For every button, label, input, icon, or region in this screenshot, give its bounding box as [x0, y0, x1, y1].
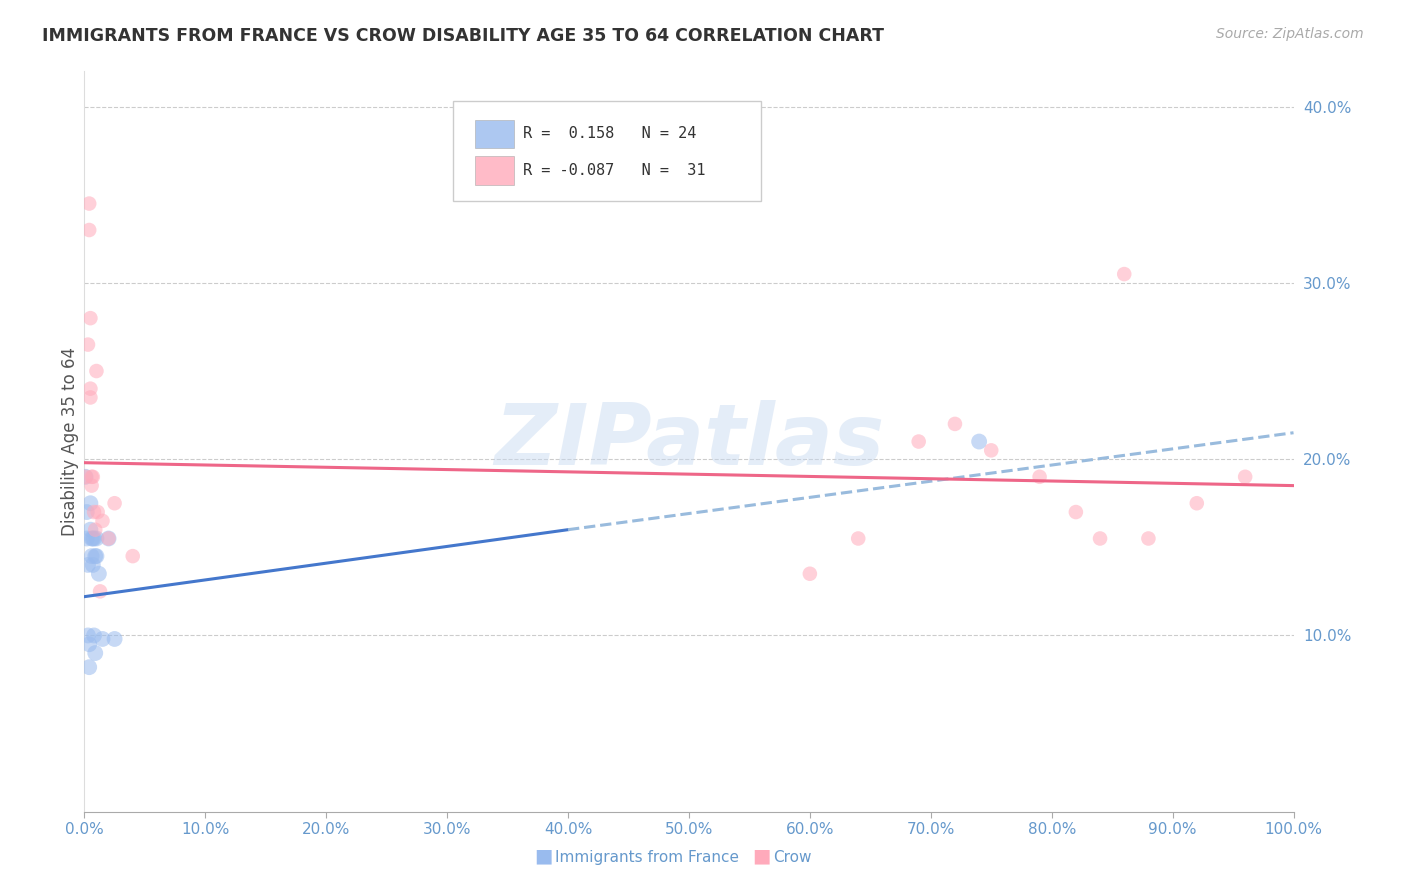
Point [83, 505, 105, 519]
Point [86, 549, 108, 563]
Point [77, 660, 100, 674]
Point [77, 223, 100, 237]
Point [86, 505, 108, 519]
Point [75, 470, 97, 484]
Point [77, 558, 100, 572]
Point [76, 505, 98, 519]
Text: Immigrants from France: Immigrants from France [555, 850, 740, 865]
Point [82, 558, 104, 572]
FancyBboxPatch shape [453, 101, 762, 201]
Point [79, 391, 101, 405]
Point [76, 532, 98, 546]
Point [82, 532, 104, 546]
Point [1185, 496, 1208, 510]
Point [967, 434, 990, 449]
Point [83, 532, 105, 546]
Point [84, 523, 107, 537]
Text: Crow: Crow [773, 850, 811, 865]
Text: R = -0.087   N =  31: R = -0.087 N = 31 [523, 163, 706, 178]
Point [104, 496, 127, 510]
Point [82, 470, 104, 484]
FancyBboxPatch shape [475, 156, 513, 185]
Point [80, 549, 103, 563]
Point [84, 549, 107, 563]
FancyBboxPatch shape [475, 120, 513, 148]
Text: ■: ■ [534, 847, 553, 865]
Y-axis label: Disability Age 35 to 64: Disability Age 35 to 64 [62, 347, 80, 536]
Point [80, 532, 103, 546]
Text: IMMIGRANTS FROM FRANCE VS CROW DISABILITY AGE 35 TO 64 CORRELATION CHART: IMMIGRANTS FROM FRANCE VS CROW DISABILIT… [42, 27, 884, 45]
Point [77, 637, 100, 651]
Point [79, 311, 101, 326]
Point [1064, 505, 1087, 519]
Point [1137, 532, 1160, 546]
Point [1114, 267, 1136, 281]
Text: R =  0.158   N = 24: R = 0.158 N = 24 [523, 127, 696, 142]
Text: ■: ■ [752, 847, 770, 865]
Point [79, 382, 101, 396]
Point [91, 632, 114, 646]
Point [86, 532, 108, 546]
Point [77, 628, 100, 642]
Point [97, 532, 120, 546]
Text: Source: ZipAtlas.com: Source: ZipAtlas.com [1216, 27, 1364, 41]
Point [77, 196, 100, 211]
Text: ZIPatlas: ZIPatlas [494, 400, 884, 483]
Point [86, 364, 108, 378]
Point [87, 566, 110, 581]
Point [980, 443, 1002, 458]
Point [89, 584, 111, 599]
Point [907, 434, 929, 449]
Point [846, 532, 869, 546]
Point [80, 478, 103, 492]
Point [91, 514, 114, 528]
Point [1028, 470, 1050, 484]
Point [83, 628, 105, 642]
Point [84, 646, 107, 660]
Point [1234, 470, 1257, 484]
Point [97, 532, 120, 546]
Point [77, 337, 100, 351]
Point [943, 417, 966, 431]
Point [80, 470, 103, 484]
Point [79, 523, 101, 537]
Point [121, 549, 143, 563]
Point [104, 632, 127, 646]
Point [1088, 532, 1111, 546]
Point [75, 470, 97, 484]
Point [79, 496, 101, 510]
Point [799, 566, 821, 581]
